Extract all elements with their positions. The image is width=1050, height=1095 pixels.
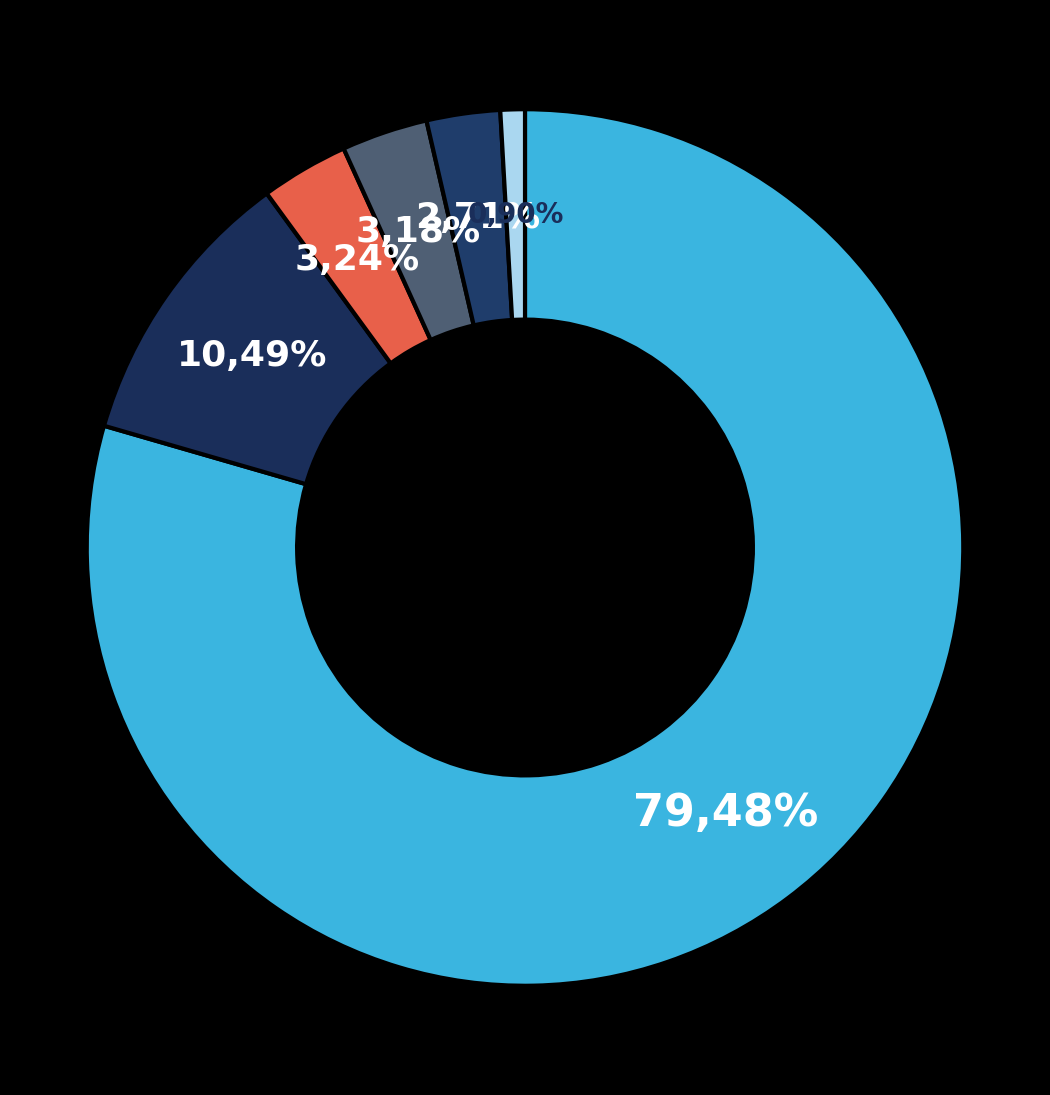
Wedge shape	[500, 110, 525, 320]
Text: 2,71%: 2,71%	[416, 200, 541, 234]
Text: 0,90%: 0,90%	[467, 200, 564, 229]
Text: 10,49%: 10,49%	[177, 339, 328, 373]
Text: 3,18%: 3,18%	[356, 215, 481, 249]
Text: 79,48%: 79,48%	[632, 792, 818, 835]
Wedge shape	[343, 120, 474, 341]
Text: 3,24%: 3,24%	[294, 243, 420, 277]
Wedge shape	[426, 110, 512, 325]
Wedge shape	[87, 110, 963, 986]
Wedge shape	[267, 149, 430, 364]
Wedge shape	[104, 194, 391, 484]
